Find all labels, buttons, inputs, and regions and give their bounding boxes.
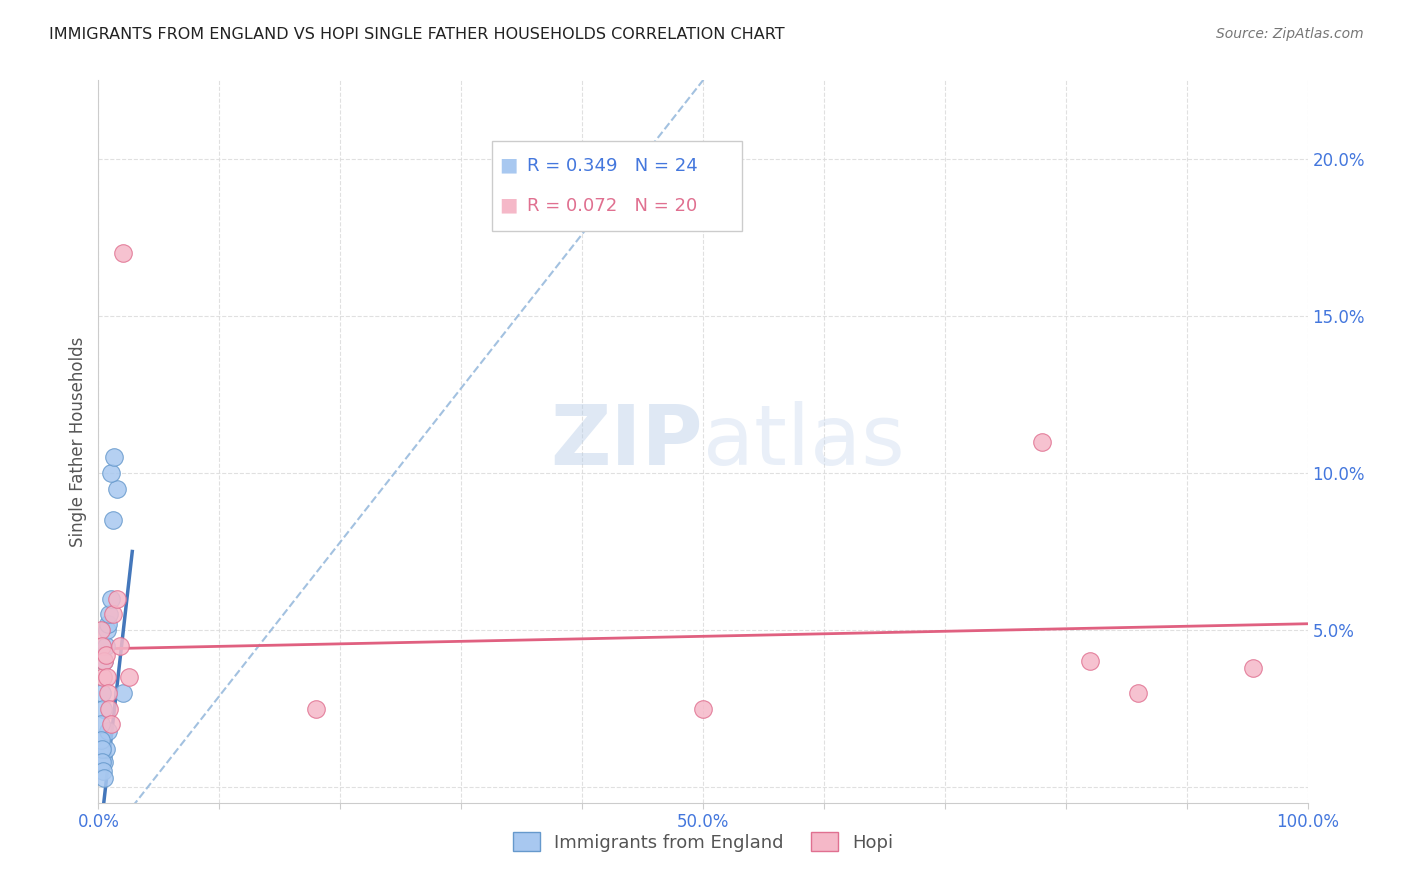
Text: ■: ■ (499, 195, 517, 214)
Point (93, 655, 115, 669)
Point (101, 607, 124, 622)
Point (93, 771, 115, 785)
Point (97, 723, 120, 738)
Point (100, 591, 122, 606)
Text: R = 0.349   N = 24: R = 0.349 N = 24 (527, 157, 697, 176)
Point (103, 450, 125, 465)
Point (1078, 655, 1101, 669)
Text: R = 0.072   N = 20: R = 0.072 N = 20 (527, 196, 697, 215)
Point (305, 701, 328, 715)
Point (91, 686, 114, 700)
Point (1031, 434, 1053, 449)
Point (100, 466, 122, 480)
Point (98, 701, 121, 715)
Point (105, 482, 128, 496)
Point (100, 717, 122, 731)
Point (91, 701, 114, 715)
Point (692, 701, 714, 715)
Text: ZIP: ZIP (551, 401, 703, 482)
Point (111, 246, 134, 260)
Point (1128, 686, 1150, 700)
Y-axis label: Single Father Households: Single Father Households (69, 336, 87, 547)
Point (96, 623, 118, 637)
Point (1241, 661, 1264, 675)
Point (91, 755, 114, 769)
Point (93, 755, 115, 769)
Point (91, 639, 114, 653)
Text: Source: ZipAtlas.com: Source: ZipAtlas.com (1216, 27, 1364, 41)
Point (118, 670, 141, 684)
Point (91, 742, 114, 756)
Point (91, 764, 114, 779)
Point (93, 655, 115, 669)
Point (96, 670, 118, 684)
Point (91, 733, 114, 747)
Point (98, 607, 121, 622)
Point (108, 639, 131, 653)
Point (105, 591, 128, 606)
Text: atlas: atlas (703, 401, 904, 482)
Point (94, 639, 117, 653)
Text: IMMIGRANTS FROM ENGLAND VS HOPI SINGLE FATHER HOUSEHOLDS CORRELATION CHART: IMMIGRANTS FROM ENGLAND VS HOPI SINGLE F… (49, 27, 785, 42)
Point (91, 748, 114, 763)
Point (97, 616, 120, 631)
Point (91, 670, 114, 684)
Point (94, 648, 117, 662)
Point (90, 733, 112, 747)
Point (111, 686, 134, 700)
Legend: Immigrants from England, Hopi: Immigrants from England, Hopi (505, 825, 901, 859)
Point (90, 717, 112, 731)
Point (90, 623, 112, 637)
Point (101, 513, 124, 527)
Text: ■: ■ (499, 156, 517, 175)
Point (97, 686, 120, 700)
Point (94, 742, 117, 756)
